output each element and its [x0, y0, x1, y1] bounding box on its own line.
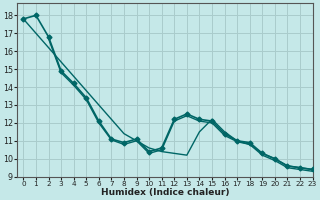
X-axis label: Humidex (Indice chaleur): Humidex (Indice chaleur) [100, 188, 229, 197]
